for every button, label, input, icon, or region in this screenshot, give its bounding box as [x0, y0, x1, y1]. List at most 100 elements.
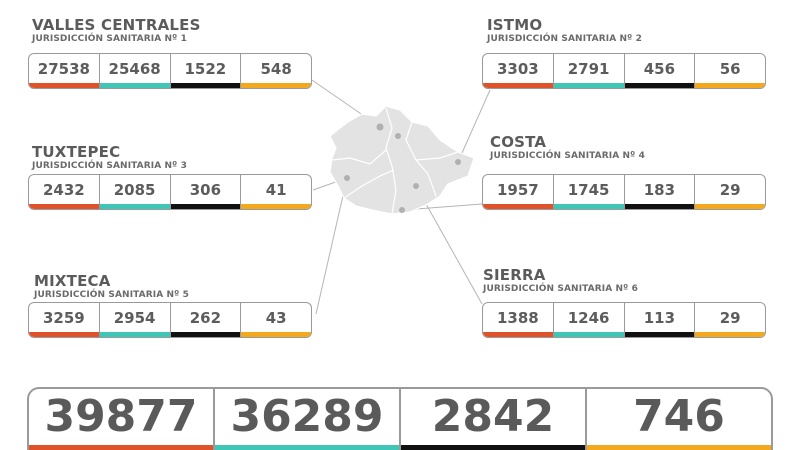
color-bar: [553, 83, 624, 88]
color-bar: [624, 83, 695, 88]
region-name: SIERRA: [483, 266, 546, 284]
stat-value: 183: [643, 181, 676, 199]
stat-recovered: 25468: [99, 54, 171, 88]
color-bar: [483, 332, 553, 337]
stat-value: 262: [189, 309, 222, 327]
region-jurisdiction: JURISDICCIÓN SANITARIA Nº 1: [32, 34, 187, 44]
stat-active: 56: [695, 54, 765, 88]
region-jurisdiction: JURISDICCIÓN SANITARIA Nº 3: [32, 161, 187, 171]
stat-value: 25468: [108, 60, 161, 78]
stat-value: 29: [719, 181, 741, 199]
color-bar: [29, 332, 99, 337]
stat-value: 113: [643, 309, 676, 327]
stats-sierra: 1388 1246 113 29: [482, 302, 766, 338]
color-bar: [241, 204, 311, 209]
region-jurisdiction: JURISDICCIÓN SANITARIA Nº 4: [490, 151, 645, 161]
color-bar: [170, 83, 241, 88]
region-borders: [331, 107, 459, 215]
region-tuxtepec: TUXTEPEC JURISDICCIÓN SANITARIA Nº 3: [32, 144, 187, 172]
region-costa: COSTA JURISDICCIÓN SANITARIA Nº 4: [490, 134, 645, 162]
state-silhouette: [329, 105, 475, 215]
stats-tuxtepec: 2432 2085 306 41: [28, 174, 312, 210]
stat-value: 56: [719, 60, 741, 78]
total-value: 746: [633, 391, 725, 442]
color-bar: [587, 445, 771, 450]
stat-active: 41: [241, 175, 311, 209]
color-bar: [624, 332, 695, 337]
stat-recovered: 2085: [99, 175, 171, 209]
stat-confirmed: 2432: [29, 175, 100, 209]
region-sierra: SIERRA JURISDICCIÓN SANITARIA Nº 6: [483, 267, 638, 295]
color-bar: [29, 83, 99, 88]
stat-value: 1745: [567, 181, 610, 199]
region-markers: [344, 123, 461, 213]
color-bar: [99, 332, 170, 337]
stat-value: 43: [265, 309, 287, 327]
stat-value: 1246: [567, 309, 610, 327]
stat-value: 548: [260, 60, 292, 78]
stat-deaths: 306: [170, 175, 242, 209]
stat-active: 29: [695, 303, 765, 337]
stat-value: 2791: [567, 60, 610, 78]
region-name: TUXTEPEC: [32, 143, 121, 161]
total-deaths: 2842: [401, 389, 587, 450]
stat-value: 2954: [113, 309, 156, 327]
stat-value: 2085: [113, 181, 156, 199]
color-bar: [99, 83, 170, 88]
region-name: ISTMO: [487, 16, 543, 34]
stat-active: 43: [241, 303, 311, 337]
stat-value: 456: [643, 60, 676, 78]
total-value: 36289: [230, 391, 384, 442]
region-name: COSTA: [490, 133, 547, 151]
stat-value: 1388: [497, 309, 539, 327]
stat-confirmed: 1957: [483, 175, 554, 209]
color-bar: [401, 445, 585, 450]
stat-value: 3259: [43, 309, 85, 327]
color-bar: [215, 445, 399, 450]
region-jurisdiction: JURISDICCIÓN SANITARIA Nº 2: [487, 34, 642, 44]
color-bar: [170, 204, 241, 209]
region-istmo: ISTMO JURISDICCIÓN SANITARIA Nº 2: [487, 17, 642, 45]
stat-deaths: 183: [624, 175, 696, 209]
color-bar: [29, 445, 213, 450]
stat-value: 2432: [43, 181, 85, 199]
stats-istmo: 3303 2791 456 56: [482, 53, 766, 89]
stat-deaths: 113: [624, 303, 696, 337]
stat-deaths: 456: [624, 54, 696, 88]
region-mixteca: MIXTECA JURISDICCIÓN SANITARIA Nº 5: [34, 273, 189, 301]
stat-deaths: 262: [170, 303, 242, 337]
stats-costa: 1957 1745 183 29: [482, 174, 766, 210]
stat-confirmed: 3303: [483, 54, 554, 88]
stats-mixteca: 3259 2954 262 43: [28, 302, 312, 338]
color-bar: [170, 332, 241, 337]
stat-value: 306: [189, 181, 222, 199]
total-value: 2842: [431, 391, 555, 442]
color-bar: [695, 83, 765, 88]
stat-recovered: 1246: [553, 303, 625, 337]
stat-value: 27538: [37, 60, 90, 78]
total-recovered: 36289: [215, 389, 401, 450]
stat-active: 29: [695, 175, 765, 209]
stat-value: 29: [719, 309, 741, 327]
region-jurisdiction: JURISDICCIÓN SANITARIA Nº 6: [483, 284, 638, 294]
stat-value: 41: [265, 181, 287, 199]
color-bar: [553, 204, 624, 209]
stat-value: 1522: [184, 60, 227, 78]
region-jurisdiction: JURISDICCIÓN SANITARIA Nº 5: [34, 290, 189, 300]
color-bar: [695, 204, 765, 209]
color-bar: [695, 332, 765, 337]
color-bar: [483, 83, 553, 88]
color-bar: [99, 204, 170, 209]
color-bar: [483, 204, 553, 209]
stat-value: 1957: [497, 181, 539, 199]
color-bar: [241, 332, 311, 337]
stat-active: 548: [241, 54, 311, 88]
stat-confirmed: 1388: [483, 303, 554, 337]
region-valles-centrales: VALLES CENTRALES JURISDICCIÓN SANITARIA …: [32, 17, 201, 45]
stat-confirmed: 3259: [29, 303, 100, 337]
totals-panel: 39877 36289 2842 746: [27, 387, 773, 450]
stat-recovered: 2791: [553, 54, 625, 88]
stat-value: 3303: [497, 60, 539, 78]
total-value: 39877: [44, 391, 198, 442]
